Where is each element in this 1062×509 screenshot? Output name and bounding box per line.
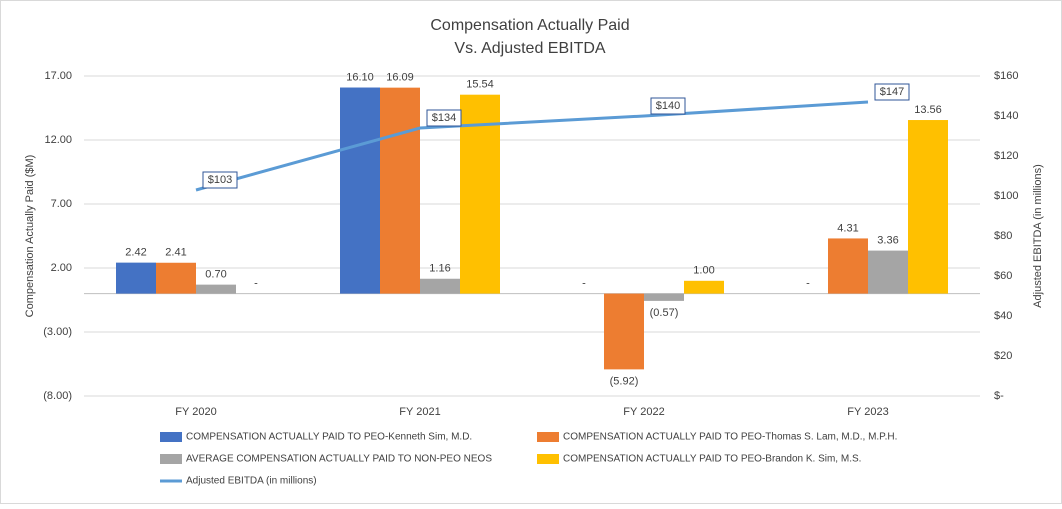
y2-tick-label: $- (994, 390, 1004, 402)
data-label: (5.92) (610, 375, 639, 387)
y-tick-label: 17.00 (44, 70, 72, 82)
y2-tick-label: $120 (994, 150, 1018, 162)
y-axis-title: Compensation Actually Paid ($M) (24, 155, 36, 318)
data-label: - (254, 278, 258, 290)
line (195, 100, 869, 192)
data-label: 4.31 (837, 222, 858, 234)
y2-tick-label: $140 (994, 110, 1018, 122)
legend-swatch (537, 432, 559, 442)
data-label: 16.10 (346, 71, 374, 83)
bar (868, 250, 908, 294)
x-tick-label: FY 2023 (847, 406, 888, 418)
legend-label: COMPENSATION ACTUALLY PAID TO PEO-Thomas… (563, 432, 897, 443)
data-label: $103 (208, 174, 232, 186)
data-label: $134 (432, 112, 456, 124)
data-label-box (426, 109, 462, 127)
y2-tick-label: $160 (994, 70, 1018, 82)
bar (828, 238, 868, 294)
x-tick-label: FY 2021 (399, 406, 440, 418)
y-tick-label: 12.00 (44, 134, 72, 146)
chart-title: Vs. Adjusted EBITDA (454, 40, 606, 57)
data-label: - (806, 278, 810, 290)
bar (340, 87, 380, 294)
data-label: 2.41 (165, 247, 186, 259)
y-tick-label: (3.00) (43, 326, 72, 338)
data-label: (0.57) (650, 307, 679, 319)
data-label: - (582, 278, 586, 290)
y-tick-label: 7.00 (51, 198, 72, 210)
legend-swatch (160, 454, 182, 464)
legend-label: COMPENSATION ACTUALLY PAID TO PEO-Brando… (563, 454, 861, 465)
legend-swatch (160, 432, 182, 442)
data-label: 0.70 (205, 269, 226, 281)
data-label: 3.36 (877, 234, 898, 246)
bar (644, 293, 684, 301)
data-label-box (874, 83, 910, 101)
data-label: 1.16 (429, 263, 450, 275)
y2-tick-label: $100 (994, 190, 1018, 202)
data-label: 15.54 (466, 79, 494, 91)
bar (156, 262, 196, 294)
legend-label: COMPENSATION ACTUALLY PAID TO PEO-Kennet… (186, 432, 472, 443)
legend-label: AVERAGE COMPENSATION ACTUALLY PAID TO NO… (186, 454, 492, 465)
data-label: $147 (880, 86, 904, 98)
y2-tick-label: $80 (994, 230, 1012, 242)
data-label: $140 (656, 100, 680, 112)
y2-tick-label: $60 (994, 270, 1012, 282)
data-label-box (650, 97, 686, 115)
bar (460, 94, 500, 294)
legend-swatch (537, 454, 559, 464)
bar (380, 87, 420, 294)
chart-title: Compensation Actually Paid (430, 17, 629, 34)
bar (196, 284, 236, 294)
data-label-box (202, 171, 238, 189)
x-tick-label: FY 2022 (623, 406, 664, 418)
data-label: 2.42 (125, 247, 146, 259)
bar (116, 262, 156, 294)
bar (908, 120, 948, 294)
data-label: 13.56 (914, 104, 942, 116)
data-label: 1.00 (693, 265, 714, 277)
x-tick-label: FY 2020 (175, 406, 216, 418)
y2-tick-label: $40 (994, 310, 1012, 322)
y-tick-label: 2.00 (51, 262, 72, 274)
data-label: 16.09 (386, 72, 414, 84)
bar (420, 278, 460, 294)
bar (684, 280, 724, 294)
y-tick-label: (8.00) (43, 390, 72, 402)
y2-tick-label: $20 (994, 350, 1012, 362)
bar (604, 293, 644, 370)
y2-axis-title: Adjusted EBITDA (in millions) (1032, 164, 1044, 308)
legend-label: Adjusted EBITDA (in millions) (186, 476, 317, 487)
